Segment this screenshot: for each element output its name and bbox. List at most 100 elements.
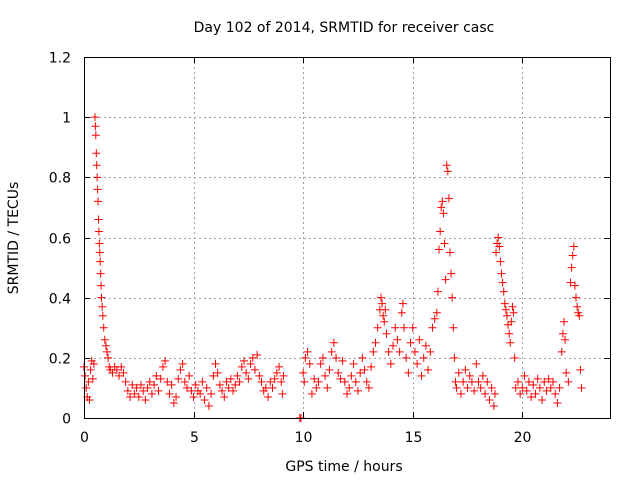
- data-point: [198, 377, 207, 386]
- data-point: [413, 359, 422, 368]
- data-point: [404, 368, 413, 377]
- data-point: [449, 323, 458, 332]
- data-point: [123, 386, 132, 395]
- data-point: [426, 347, 435, 356]
- data-point: [84, 377, 93, 386]
- data-point: [501, 305, 510, 314]
- data-point: [101, 341, 110, 350]
- data-point: [185, 371, 194, 380]
- data-point: [244, 374, 253, 383]
- data-point: [220, 392, 229, 401]
- data-point: [389, 341, 398, 350]
- data-point: [454, 368, 463, 377]
- data-point: [436, 227, 445, 236]
- data-point: [373, 323, 382, 332]
- data-point: [305, 359, 314, 368]
- data-point: [518, 383, 527, 392]
- data-point: [576, 365, 585, 374]
- x-tick-label: 0: [80, 430, 89, 446]
- data-point: [567, 263, 576, 272]
- data-point: [371, 338, 380, 347]
- data-point: [558, 329, 567, 338]
- data-point: [356, 368, 365, 377]
- data-point: [97, 281, 106, 290]
- data-point: [347, 371, 356, 380]
- data-point: [397, 308, 406, 317]
- data-point: [345, 383, 354, 392]
- data-point: [489, 401, 498, 410]
- data-point: [349, 359, 358, 368]
- data-point: [277, 377, 286, 386]
- data-point: [169, 398, 178, 407]
- data-point: [92, 149, 101, 158]
- data-point: [115, 371, 124, 380]
- data-point: [538, 395, 547, 404]
- data-point: [343, 389, 351, 398]
- data-point: [85, 395, 94, 404]
- x-tick-label: 5: [190, 430, 199, 446]
- data-point: [421, 341, 430, 350]
- data-point: [141, 395, 150, 404]
- data-point: [132, 383, 141, 392]
- y-tick-label: 1: [62, 111, 71, 127]
- data-point: [237, 362, 246, 371]
- data-point: [540, 377, 549, 386]
- data-point: [535, 383, 544, 392]
- data-point: [91, 122, 100, 131]
- data-point: [443, 167, 452, 176]
- x-tick-label: 10: [295, 430, 313, 446]
- data-point: [551, 389, 560, 398]
- data-point: [496, 257, 505, 266]
- data-point: [119, 368, 128, 377]
- data-point: [180, 377, 189, 386]
- data-point: [450, 353, 459, 362]
- x-axis-label: GPS time / hours: [285, 459, 402, 475]
- data-point: [508, 302, 517, 311]
- y-tick-label: 0.8: [49, 171, 71, 187]
- data-point: [156, 374, 165, 383]
- data-point: [96, 269, 105, 278]
- data-point: [419, 353, 428, 362]
- data-point: [415, 335, 424, 344]
- data-point: [402, 353, 411, 362]
- data-point: [362, 377, 371, 386]
- data-point: [323, 383, 332, 392]
- data-point: [439, 209, 448, 218]
- data-point: [360, 365, 369, 374]
- data-point: [465, 371, 474, 380]
- data-point: [557, 347, 566, 356]
- data-point: [200, 395, 209, 404]
- data-point: [189, 392, 198, 401]
- y-tick-label: 0.2: [49, 352, 71, 368]
- data-point: [432, 308, 441, 317]
- data-point: [433, 287, 442, 296]
- data-point: [573, 302, 582, 311]
- data-point: [470, 386, 479, 395]
- data-point: [235, 377, 244, 386]
- data-point: [178, 359, 187, 368]
- data-point: [255, 371, 264, 380]
- data-point: [152, 371, 161, 380]
- data-point: [92, 161, 101, 170]
- data-point: [499, 287, 508, 296]
- data-point: [268, 383, 277, 392]
- data-point: [507, 317, 516, 326]
- data-point: [99, 323, 108, 332]
- data-point: [529, 380, 538, 389]
- data-point: [272, 368, 281, 377]
- data-point: [386, 359, 395, 368]
- data-point: [318, 353, 327, 362]
- data-point: [93, 185, 102, 194]
- data-point: [98, 311, 107, 320]
- data-point: [121, 377, 130, 386]
- data-point: [130, 389, 139, 398]
- x-tick-label: 20: [514, 430, 532, 446]
- data-point: [472, 359, 481, 368]
- data-point: [104, 353, 113, 362]
- chart-title: Day 102 of 2014, SRMTID for receiver cas…: [194, 20, 495, 36]
- data-point: [150, 380, 159, 389]
- data-point: [461, 365, 470, 374]
- data-point: [176, 365, 185, 374]
- data-point: [487, 383, 496, 392]
- data-point: [325, 365, 334, 374]
